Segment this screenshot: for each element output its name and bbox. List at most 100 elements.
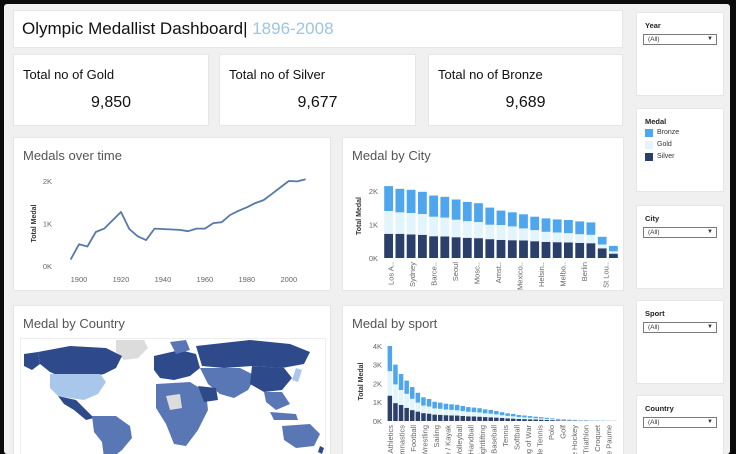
city-bar-gold xyxy=(462,221,472,238)
chevron-down-icon: ▼ xyxy=(707,36,713,42)
map-usa[interactable] xyxy=(50,374,106,400)
city-bar-gold xyxy=(429,216,438,237)
sport-bar-bronze xyxy=(494,411,499,415)
country-dropdown[interactable]: (All) ▼ xyxy=(643,417,717,428)
sport-bar-silver xyxy=(460,415,465,421)
map-southeast-asia[interactable] xyxy=(264,392,290,410)
city-bar-gold xyxy=(474,222,483,239)
sport-bar-gold xyxy=(499,415,505,418)
sport-bar-silver xyxy=(544,419,550,421)
sport-bar-silver xyxy=(505,418,510,421)
sport-bar-gold xyxy=(471,412,477,417)
chevron-down-icon: ▼ xyxy=(707,229,713,235)
map-mexico[interactable] xyxy=(58,396,94,420)
map-new-zealand[interactable] xyxy=(318,446,324,454)
city-bar-gold xyxy=(519,228,528,241)
sport-dropdown-value: (All) xyxy=(648,324,660,331)
map-indonesia[interactable] xyxy=(270,412,298,420)
sport-bar-gold xyxy=(494,414,499,418)
city-bar-silver xyxy=(384,233,393,258)
sport-bar-bronze xyxy=(477,408,482,413)
city-bar-silver xyxy=(586,243,596,258)
sport-x-tick: Ice Hockey xyxy=(570,425,579,454)
sport-x-tick: Golf xyxy=(558,424,567,439)
map-russia[interactable] xyxy=(196,340,310,368)
sport-bar-silver xyxy=(561,420,566,421)
sport-bar-bronze xyxy=(511,413,516,417)
sport-x-tick: Table Tennis xyxy=(535,425,544,454)
city-bar-gold xyxy=(395,212,405,234)
city-bar-silver xyxy=(418,234,427,258)
map-south-america[interactable] xyxy=(92,416,132,454)
kpi-bronze-label: Total no of Bronze xyxy=(438,67,543,82)
sport-bar-bronze xyxy=(550,418,555,420)
map-japan[interactable] xyxy=(292,368,302,382)
title-card: Olympic Medallist Dashboard| 1896-2008 xyxy=(14,11,622,47)
time-x-tick: 1980 xyxy=(239,275,256,284)
city-bar-bronze xyxy=(530,216,540,231)
medal-by-city-panel: Medal by City 0K 1K 2K Total Medal Los A.. Sy… xyxy=(343,138,623,290)
city-bar-gold xyxy=(541,231,551,242)
sport-x-tick: Sailing xyxy=(432,425,441,448)
sport-bar-bronze xyxy=(561,419,566,420)
map-arabia[interactable] xyxy=(198,386,218,402)
country-filter-label: Country xyxy=(645,404,674,413)
sport-bar-silver xyxy=(410,410,415,421)
city-bar-bronze xyxy=(384,186,393,211)
kpi-bronze: Total no of Bronze 9,689 xyxy=(429,55,622,125)
sport-dropdown[interactable]: (All) ▼ xyxy=(643,322,717,333)
map-australia[interactable] xyxy=(282,424,320,448)
city-bar-gold xyxy=(586,234,596,244)
map-canada[interactable] xyxy=(38,346,122,378)
sport-bar-silver xyxy=(488,417,493,421)
medals-over-time-chart[interactable]: 0K 1K 2K 1900 1920 1940 1960 1980 2000 Total Meda… xyxy=(14,138,330,290)
city-dropdown[interactable]: (All) ▼ xyxy=(643,227,717,238)
city-y-tick: 0K xyxy=(369,254,378,263)
sport-bar-bronze xyxy=(466,407,471,412)
year-filter-label: Year xyxy=(645,21,661,30)
map-scandinavia[interactable] xyxy=(170,340,190,354)
world-map[interactable] xyxy=(20,338,326,454)
city-bar-bronze xyxy=(462,201,472,222)
sport-bar-bronze xyxy=(533,416,538,419)
city-bar-silver xyxy=(597,248,607,258)
city-bar-silver xyxy=(474,238,483,258)
map-china[interactable] xyxy=(250,366,292,392)
sport-x-tick: Weightlifting xyxy=(478,425,487,454)
city-bar-gold xyxy=(440,217,450,237)
city-x-tick: Seoul xyxy=(451,262,460,282)
map-africa-none[interactable] xyxy=(166,394,182,410)
medal-by-city-chart[interactable]: 0K 1K 2K Total Medal Los A.. Sydney Barce.. Seo… xyxy=(343,138,623,290)
medal-by-country-panel: Medal by Country xyxy=(14,306,330,454)
map-europe[interactable] xyxy=(154,350,200,380)
map-central-asia[interactable] xyxy=(200,368,256,398)
city-bar-gold xyxy=(552,232,562,243)
city-bar-bronze xyxy=(575,221,585,235)
sport-bar-gold xyxy=(421,405,426,414)
time-y-axis-title: Total Medal xyxy=(31,204,38,242)
year-dropdown[interactable]: (All) ▼ xyxy=(643,34,717,45)
sport-x-tick: Polo xyxy=(547,425,556,440)
time-series-line xyxy=(69,178,306,261)
medal-by-sport-chart[interactable]: 0K 1K 2K 3K 4K Total Medal Athletics Gymnastics… xyxy=(343,306,623,454)
time-y-tick: 2K xyxy=(43,177,52,186)
legend-item-silver[interactable]: Silver xyxy=(645,153,675,161)
city-bar-silver xyxy=(541,241,551,258)
sport-bar-silver xyxy=(477,416,482,421)
kpi-silver: Total no of Silver 9,677 xyxy=(220,55,415,125)
sport-y-axis-title: Total Medal xyxy=(358,362,365,400)
time-y-tick: 1K xyxy=(43,220,52,229)
sport-filter-label: Sport xyxy=(645,309,665,318)
medal-by-sport-panel: Medal by sport 0K 1K 2K 3K 4K Total Medal Athl… xyxy=(343,306,623,454)
sport-bar-bronze xyxy=(443,403,449,410)
sport-bar-gold xyxy=(460,411,465,416)
legend-item-bronze[interactable]: Bronze xyxy=(645,129,679,137)
legend-item-gold[interactable]: Gold xyxy=(645,141,672,149)
sport-bar-bronze xyxy=(432,401,437,409)
sport-bar-bronze xyxy=(454,404,460,411)
map-alaska[interactable] xyxy=(24,352,40,370)
city-bar-silver xyxy=(485,239,495,258)
map-greenland[interactable] xyxy=(116,340,148,360)
sport-bar-bronze xyxy=(527,416,533,418)
legend-swatch-gold xyxy=(645,141,653,149)
